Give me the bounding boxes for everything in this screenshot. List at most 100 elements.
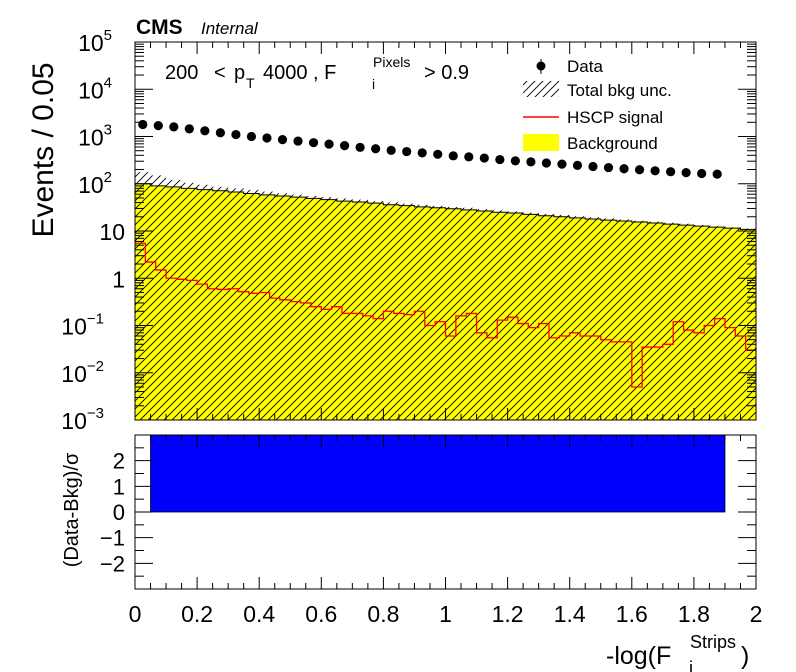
selection-lt: < [214,62,226,84]
selection-f-sup: Pixels [373,54,410,70]
ratio-y-tick-label: 0 [113,500,125,525]
selection-f-sub: i [372,76,375,92]
x-tick-label: 2 [750,601,763,627]
x-title-sup: Strips [690,632,736,652]
data-point [355,142,365,152]
x-tick-label: 0 [129,601,142,627]
y-tick-label: 10−2 [61,358,104,387]
main-axis-ticks [134,41,757,421]
data-point [697,168,707,179]
ratio-y-tick-label: 2 [113,449,125,474]
selection-p: p [234,62,245,84]
data-point [339,141,350,151]
data-point [572,160,583,170]
ratio-panel: 210−1−2 [100,434,757,590]
y-tick-label: 10 [99,219,125,245]
x-tick-labels: 0 0.2 0.4 0.6 0.8 1 1.2 1.4 1.6 1.8 2 [129,601,763,627]
data-point [417,148,427,158]
data-point [634,165,645,175]
bkg-uncertainty-band [135,172,756,420]
cms-label: CMS [136,16,183,39]
data-point [138,119,148,130]
data-point [153,121,163,131]
x-tick-label: 1.4 [554,601,586,627]
data-point [386,145,396,155]
data-point [324,139,334,149]
background-outline [135,183,756,230]
x-title-close: ) [741,642,749,670]
data-point [603,162,614,173]
data-point [541,158,552,168]
legend-data-label: Data [567,57,603,76]
x-tick-label: 0.8 [367,601,399,627]
data-point [526,157,536,167]
x-tick-label: 0.2 [181,601,213,627]
ratio-y-axis-title: (Data-Bkg)/σ [61,452,83,567]
y-tick-label: 103 [78,122,112,151]
x-tick-label: 1.6 [616,601,648,627]
legend-unc-swatch [523,81,559,97]
data-point [433,149,443,159]
data-point [169,122,179,132]
ratio-y-tick-label: −2 [100,551,125,576]
x-title-main: -log(F [606,642,671,670]
data-point [293,136,303,146]
data-point [371,144,381,154]
x-tick-label: 0.6 [305,601,337,627]
data-points [138,119,722,179]
x-tick-label: 0.4 [243,601,275,627]
selection-p-sub: T [246,75,255,91]
data-point [277,134,288,145]
data-point [712,169,722,179]
selection-cut: > 0.9 [424,62,469,84]
ratio-y-tick-label: −1 [100,526,125,551]
selection-pt-high: 4000 , F [263,62,336,84]
selection-label: 200 < p T 4000 , F Pixels i > 0.9 [165,54,469,92]
data-point [557,159,567,169]
y-tick-label: 10−3 [61,405,104,434]
main-frame [134,41,757,421]
x-tick-label: 1.2 [492,601,524,627]
signal-histogram [135,242,756,388]
data-point [308,138,319,148]
data-point [448,151,458,161]
data-point [619,164,629,174]
selection-pt-low: 200 [165,62,198,84]
data-point [588,161,598,172]
data-point [184,124,194,134]
y-tick-label: 104 [78,74,112,103]
y-tick-label: 1 [112,266,125,292]
data-point [666,167,676,177]
legend-data-marker [536,61,546,71]
x-tick-label: 1 [439,601,452,627]
legend-background-label: Background [567,134,658,153]
data-point [231,129,241,140]
x-tick-label: 1.8 [678,601,710,627]
data-point [479,153,489,163]
x-title-sub: i [689,658,693,672]
ratio-y-tick-labels: 210−1−2 [100,449,125,577]
uncertainty-area [135,172,756,420]
legend-signal-label: HSCP signal [567,108,663,127]
data-point [402,146,412,157]
data-point [262,133,272,143]
data-point [215,128,225,138]
ratio-y-tick-label: 1 [113,474,125,499]
legend-background-swatch [523,134,559,151]
data-point [650,166,660,176]
x-axis-title: -log(F Strips i ) [606,632,749,672]
legend-unc-label: Total bkg unc. [567,81,672,100]
y-tick-label: 105 [78,27,112,56]
data-point [246,131,257,142]
data-point [495,154,505,165]
y-tick-label: 10−1 [61,311,104,340]
y-axis-title: Events / 0.05 [27,62,60,237]
data-point [464,152,474,162]
data-point [510,156,520,166]
ratio-frame [134,434,757,590]
y-tick-label: 102 [78,169,112,198]
data-point [200,126,210,136]
